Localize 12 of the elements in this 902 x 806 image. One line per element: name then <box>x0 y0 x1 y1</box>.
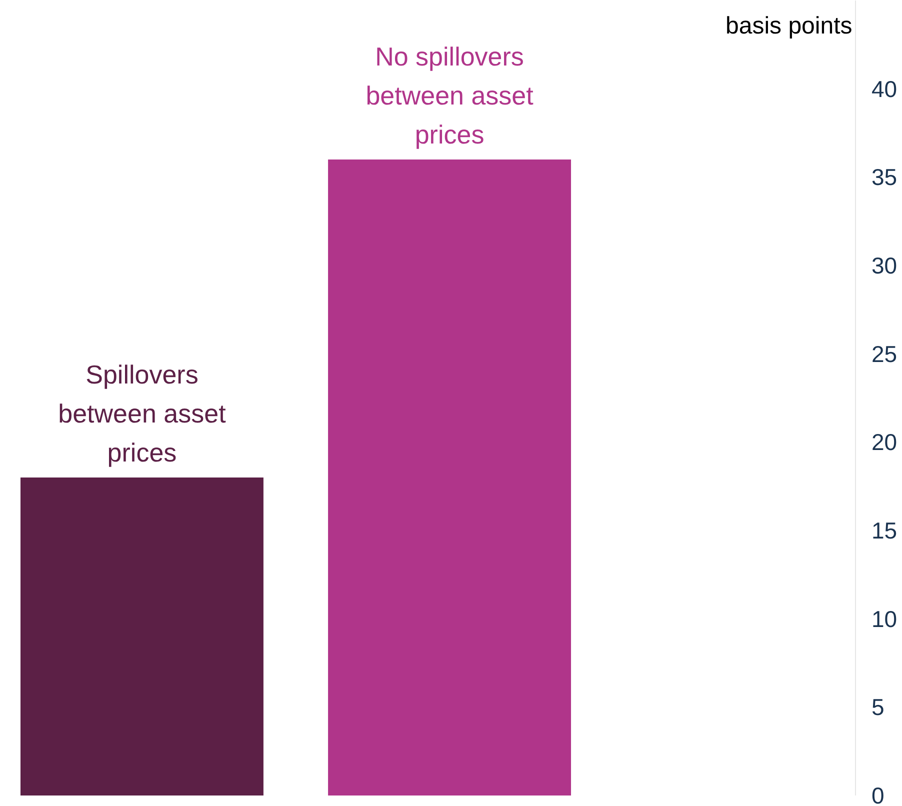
y-tick-label: 10 <box>872 606 898 632</box>
x-tick-label: No spillovers between asset prices <box>366 42 534 150</box>
y-tick-label: 20 <box>872 429 898 456</box>
x-tick-label: Spillovers between asset prices <box>58 360 227 468</box>
y-tick-label: 25 <box>872 340 898 367</box>
y-tick-label: 5 <box>872 694 884 720</box>
y-tick-label: 30 <box>872 252 898 278</box>
y-tick-label: 0 <box>872 782 884 806</box>
y-tick-label: 15 <box>872 518 898 544</box>
y-tick-label: 40 <box>872 76 898 102</box>
y-axis-title: basis points <box>726 12 852 40</box>
y-tick-label: 35 <box>872 164 898 190</box>
